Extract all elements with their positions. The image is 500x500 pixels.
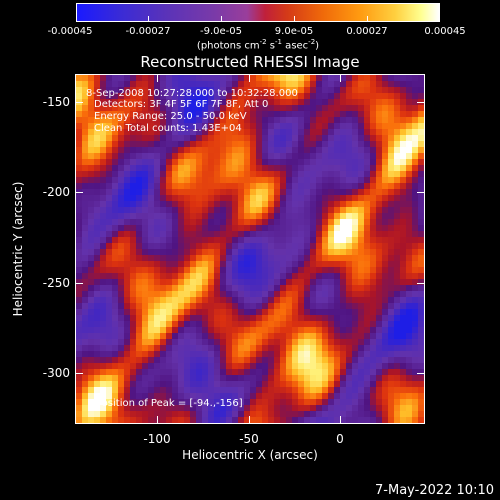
y-tick-mark: [75, 283, 83, 284]
y-tick-mark: [75, 373, 83, 374]
info-peak-position: Position of Peak = [-94.,-156]: [96, 398, 243, 409]
colorbar-tick-label: -9.0e-05: [200, 26, 242, 37]
colorbar-tick-label: 0.00027: [346, 26, 388, 37]
info-energy-range: Energy Range: 25.0 - 50.0 keV: [94, 111, 247, 122]
colorbar-tick-mark: [367, 16, 368, 22]
y-tick-mark: [75, 102, 83, 103]
info-detectors: Detectors: 3F 4F 5F 6F 7F 8F, Att 0: [94, 99, 269, 110]
x-tick-mark: [340, 416, 341, 424]
colorbar-tick-mark: [148, 16, 149, 22]
colorbar-units: (photons cm-2 s-1 asec-2): [196, 38, 320, 52]
colorbar: [76, 3, 440, 22]
plot-title: Reconstructed RHESSI Image: [140, 53, 360, 71]
image-raster: [76, 75, 424, 423]
colorbar-tick-label: 9.0e-05: [274, 26, 314, 37]
y-axis-label: Heliocentric Y (arcsec): [11, 181, 25, 317]
y-tick-mark: [417, 192, 425, 193]
y-tick-label: -300: [42, 366, 70, 380]
x-tick-mark: [157, 416, 158, 424]
colorbar-tick-mark: [294, 16, 295, 22]
info-time-range: 8-Sep-2008 10:27:28.000 to 10:32:28.000: [86, 88, 298, 99]
y-tick-mark: [75, 192, 83, 193]
x-tick-label: 0: [336, 432, 344, 446]
x-tick-mark: [157, 74, 158, 82]
x-tick-label: -50: [239, 432, 259, 446]
x-tick-mark: [249, 74, 250, 82]
colorbar-tick-mark: [76, 16, 77, 22]
x-tick-mark: [249, 416, 250, 424]
colorbar-tick-label: 0.00045: [424, 26, 466, 37]
y-tick-label: -250: [42, 276, 70, 290]
y-tick-mark: [417, 102, 425, 103]
y-tick-mark: [417, 283, 425, 284]
x-tick-mark: [340, 74, 341, 82]
timestamp: 7-May-2022 10:10: [375, 483, 494, 498]
x-axis-label: Heliocentric X (arcsec): [182, 448, 318, 462]
info-total-counts: Clean Total counts: 1.43E+04: [94, 123, 242, 134]
x-tick-label: -100: [143, 432, 171, 446]
colorbar-tick-label: -0.00045: [47, 26, 93, 37]
rhessi-image: [75, 74, 425, 424]
colorbar-tick-label: -0.00027: [125, 26, 171, 37]
colorbar-tick-mark: [221, 16, 222, 22]
y-tick-label: -150: [42, 95, 70, 109]
colorbar-tick-mark: [439, 16, 440, 22]
y-tick-mark: [417, 373, 425, 374]
y-tick-label: -200: [42, 185, 70, 199]
